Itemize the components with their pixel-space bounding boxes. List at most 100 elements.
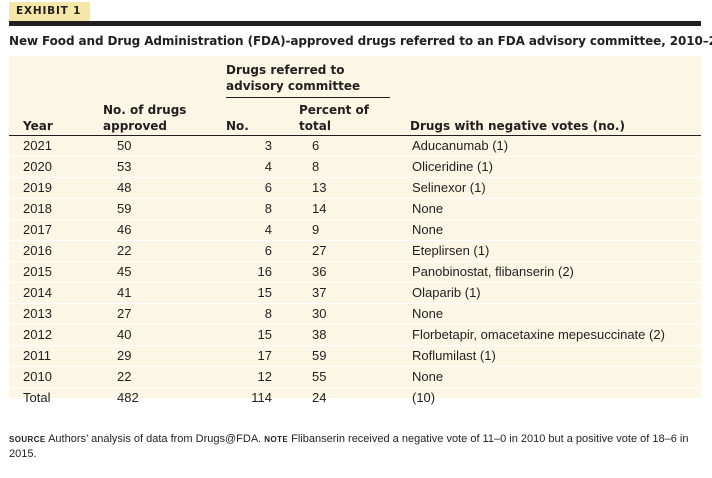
cell-referred-percent: 30 [312,306,327,321]
source-label: SOURCE [9,433,46,445]
table-row: 2012 40 15 38 Florbetapir, omacetaxine mepes… [9,324,701,346]
cell-approved: 50 [117,138,132,153]
cell-referred-percent: 27 [312,243,327,258]
column-header-referred-percent: Percent of total [299,102,369,134]
column-header-percent-line1: Percent of [299,103,370,117]
cell-referred-percent: 38 [312,327,327,342]
cell-referred-percent: 6 [312,138,320,153]
table-row: 2020 53 4 8 Oliceridine (1) [9,156,701,178]
cell-referred-no: 12 [257,369,272,384]
note-label: NOTE [264,433,289,445]
cell-referred-percent: 36 [312,264,327,279]
cell-year: Total [23,390,51,405]
cell-referred-no: 6 [264,243,272,258]
cell-referred-no: 3 [264,138,272,153]
cell-negative-votes: Oliceridine (1) [412,159,493,174]
cell-approved: 45 [117,264,132,279]
cell-year: 2014 [23,285,52,300]
cell-approved: 59 [117,201,132,216]
note-text: Flibanserin received a negative vote of … [9,433,689,460]
cell-negative-votes: Eteplirsen (1) [412,243,490,258]
cell-negative-votes: Olaparib (1) [412,285,481,300]
cell-negative-votes: Aducanumab (1) [412,138,509,153]
table-row: 2017 46 4 9 None [9,219,701,241]
cell-referred-no: 8 [264,201,272,216]
cell-negative-votes: (10) [412,390,436,405]
cell-approved: 27 [117,306,132,321]
cell-approved: 22 [117,243,132,258]
table-title: New Food and Drug Administration (FDA)-a… [9,34,712,48]
cell-negative-votes: None [412,201,444,216]
cell-approved: 29 [117,348,132,363]
exhibit-label: EXHIBIT 1 [9,2,90,21]
column-header-approved: No. of drugs approved [103,102,186,134]
table-row: 2013 27 8 30 None [9,303,701,325]
column-header-percent-line2: total [299,119,331,133]
cell-approved: 22 [117,369,132,384]
cell-year: 2010 [23,369,52,384]
cell-referred-no: 17 [257,348,272,363]
cell-referred-percent: 9 [312,222,320,237]
cell-referred-percent: 14 [312,201,327,216]
cell-year: 2015 [23,264,52,279]
column-header-negative-votes: Drugs with negative votes (no.) [410,119,625,133]
cell-approved: 46 [117,222,132,237]
cell-referred-percent: 13 [312,180,327,195]
cell-negative-votes: None [412,369,444,384]
cell-referred-no: 15 [257,285,272,300]
table-body: 2021 50 3 6 Aducanumab (1) 2020 53 4 8 Oliceridin… [9,135,701,409]
cell-year: 2017 [23,222,52,237]
table-row: 2018 59 8 14 None [9,198,701,220]
source-text: Authors’ analysis of data from Drugs@FDA… [48,433,262,445]
column-header-referred-no: No. [226,119,249,133]
cell-negative-votes: Selinexor (1) [412,180,486,195]
table-row: Total 482 114 24 (10) [9,387,701,409]
cell-year: 2012 [23,327,52,342]
cell-year: 2013 [23,306,52,321]
cell-approved: 40 [117,327,132,342]
cell-approved: 53 [117,159,132,174]
column-header-year: Year [23,119,53,133]
cell-referred-percent: 55 [312,369,327,384]
cell-year: 2019 [23,180,52,195]
cell-negative-votes: Roflumilast (1) [412,348,496,363]
data-table: 2021 50 3 6 Aducanumab (1) 2020 53 4 8 Oliceridin… [9,135,701,408]
footnote: SOURCE Authors’ analysis of data from Dr… [9,432,704,462]
table-row: 2015 45 16 36 Panobinostat, flibanserin (2) [9,261,701,283]
column-header-approved-line2: approved [103,119,167,133]
cell-referred-no: 4 [264,222,272,237]
column-header-approved-line1: No. of drugs [103,103,187,117]
cell-referred-percent: 8 [312,159,320,174]
cell-approved: 41 [117,285,132,300]
table-row: 2014 41 15 37 Olaparib (1) [9,282,701,304]
cell-referred-percent: 24 [312,390,327,405]
cell-year: 2016 [23,243,52,258]
cell-year: 2018 [23,201,52,216]
table-background [9,56,701,398]
table-row: 2016 22 6 27 Eteplirsen (1) [9,240,701,262]
group-header-referred: Drugs referred to advisory committee [226,63,361,93]
cell-referred-percent: 59 [312,348,327,363]
cell-referred-no: 16 [257,264,272,279]
cell-referred-no: 4 [264,159,272,174]
cell-referred-no: 114 [251,390,272,405]
cell-referred-no: 15 [257,327,272,342]
cell-negative-votes: None [412,306,444,321]
table-row: 2021 50 3 6 Aducanumab (1) [9,135,701,157]
cell-referred-no: 8 [264,306,272,321]
cell-negative-votes: Panobinostat, flibanserin (2) [412,264,574,279]
cell-year: 2020 [23,159,52,174]
cell-referred-no: 6 [264,180,272,195]
cell-referred-percent: 37 [312,285,327,300]
table-row: 2010 22 12 55 None [9,366,701,388]
cell-year: 2011 [23,348,51,363]
table-row: 2019 48 6 13 Selinexor (1) [9,177,701,199]
cell-approved: 482 [117,390,139,405]
cell-year: 2021 [23,138,52,153]
group-header-rule [226,97,390,98]
top-rule [9,21,701,26]
cell-negative-votes: Florbetapir, omacetaxine mepesuccinate (… [412,327,665,342]
cell-negative-votes: None [412,222,444,237]
table-row: 2011 29 17 59 Roflumilast (1) [9,345,701,367]
cell-approved: 48 [117,180,132,195]
